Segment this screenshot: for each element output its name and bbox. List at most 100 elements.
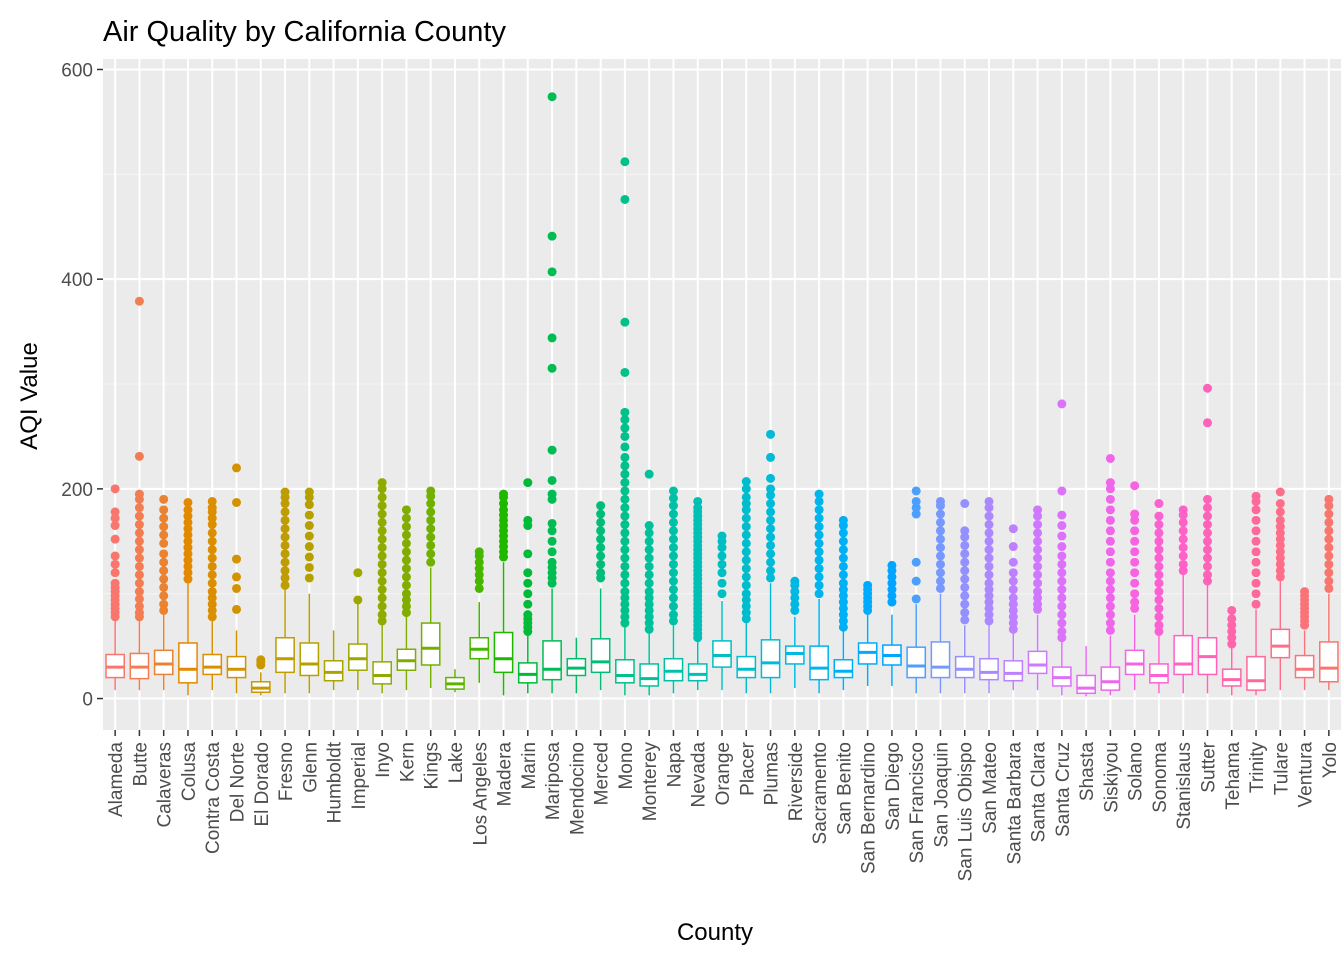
box bbox=[1246, 655, 1266, 691]
outlier-point bbox=[1324, 543, 1334, 553]
outlier-point bbox=[766, 452, 776, 462]
outlier-point bbox=[183, 555, 193, 565]
box-group bbox=[1003, 524, 1024, 691]
outlier-point bbox=[1202, 528, 1212, 538]
box bbox=[202, 653, 223, 676]
outlier-point bbox=[960, 608, 970, 618]
outlier-point bbox=[668, 593, 678, 603]
outlier-point bbox=[183, 574, 193, 584]
box-group bbox=[250, 655, 271, 696]
outlier-point bbox=[741, 601, 751, 611]
outlier-point bbox=[207, 605, 217, 615]
outlier-point bbox=[887, 578, 897, 588]
outlier-point bbox=[401, 513, 411, 523]
box-group bbox=[736, 477, 757, 694]
box-group bbox=[590, 501, 611, 691]
outlier-point bbox=[134, 296, 144, 306]
outlier-point bbox=[620, 442, 630, 452]
boxes bbox=[105, 92, 1339, 697]
outlier-point bbox=[620, 415, 630, 425]
outlier-point bbox=[766, 473, 776, 483]
box-group bbox=[1076, 646, 1096, 697]
outlier-point bbox=[668, 517, 678, 527]
outlier-point bbox=[159, 605, 169, 615]
outlier-point bbox=[741, 595, 751, 605]
box bbox=[760, 639, 781, 679]
outlier-point bbox=[984, 610, 994, 620]
outlier-point bbox=[984, 578, 994, 588]
outlier-point bbox=[1154, 612, 1164, 622]
outlier-point bbox=[401, 601, 411, 611]
box-group bbox=[954, 499, 975, 694]
outlier-point bbox=[426, 515, 436, 525]
outlier-point bbox=[523, 515, 533, 525]
outlier-point bbox=[401, 564, 411, 574]
outlier-point bbox=[280, 487, 290, 497]
x-tick-label: Solano bbox=[1126, 742, 1147, 801]
outlier-point bbox=[401, 555, 411, 565]
outlier-point bbox=[1251, 536, 1261, 546]
outlier-point bbox=[1202, 511, 1212, 521]
outlier-point bbox=[911, 503, 921, 513]
outlier-point bbox=[1057, 559, 1067, 569]
outlier-point bbox=[232, 497, 242, 507]
outlier-point bbox=[620, 478, 630, 488]
outlier-point bbox=[935, 583, 945, 593]
outlier-point bbox=[1324, 494, 1334, 504]
outlier-point bbox=[1057, 593, 1067, 603]
outlier-point bbox=[1057, 510, 1067, 520]
outlier-point bbox=[1033, 561, 1043, 571]
box bbox=[1149, 663, 1169, 684]
outlier-point bbox=[1275, 499, 1285, 509]
outlier-point bbox=[377, 568, 387, 578]
outlier-point bbox=[838, 597, 848, 607]
outlier-point bbox=[644, 624, 654, 634]
outlier-point bbox=[1105, 568, 1115, 578]
box-group bbox=[1319, 494, 1339, 691]
outlier-point bbox=[911, 509, 921, 519]
box bbox=[712, 640, 732, 668]
outlier-point bbox=[280, 580, 290, 590]
outlier-point bbox=[838, 561, 848, 571]
x-tick-label: Trinity bbox=[1247, 742, 1268, 794]
outlier-point bbox=[668, 543, 678, 553]
outlier-point bbox=[620, 553, 630, 563]
outlier-point bbox=[1057, 551, 1067, 561]
box-group bbox=[1124, 481, 1145, 691]
outlier-point bbox=[644, 545, 654, 555]
outlier-point bbox=[1324, 583, 1334, 593]
y-tick-label: 400 bbox=[61, 270, 93, 291]
outlier-point bbox=[377, 559, 387, 569]
outlier-point bbox=[620, 486, 630, 496]
outlier-point bbox=[207, 599, 217, 609]
outlier-point bbox=[838, 591, 848, 601]
outlier-point bbox=[1178, 517, 1188, 527]
outlier-point bbox=[1324, 517, 1334, 527]
outlier-point bbox=[717, 531, 727, 541]
outlier-point bbox=[1057, 585, 1067, 595]
outlier-point bbox=[596, 501, 606, 511]
outlier-point bbox=[304, 573, 314, 583]
outlier-point bbox=[596, 559, 606, 569]
outlier-point bbox=[814, 547, 824, 557]
outlier-point bbox=[960, 574, 970, 584]
outlier-point bbox=[644, 528, 654, 538]
outlier-point bbox=[1008, 593, 1018, 603]
outlier-point bbox=[1154, 561, 1164, 571]
outlier-point bbox=[984, 553, 994, 563]
outlier-point bbox=[1154, 603, 1164, 613]
outlier-point bbox=[596, 534, 606, 544]
outlier-point bbox=[110, 513, 120, 523]
outlier-point bbox=[1130, 536, 1140, 546]
outlier-point bbox=[134, 594, 144, 604]
outlier-point bbox=[984, 520, 994, 530]
outlier-point bbox=[1154, 587, 1164, 597]
outlier-point bbox=[134, 545, 144, 555]
outlier-point bbox=[790, 587, 800, 597]
outlier-point bbox=[499, 499, 509, 509]
box-group bbox=[1294, 587, 1315, 691]
outlier-point bbox=[814, 496, 824, 506]
outlier-point bbox=[159, 538, 169, 548]
outlier-point bbox=[1008, 585, 1018, 595]
outlier-point bbox=[596, 509, 606, 519]
